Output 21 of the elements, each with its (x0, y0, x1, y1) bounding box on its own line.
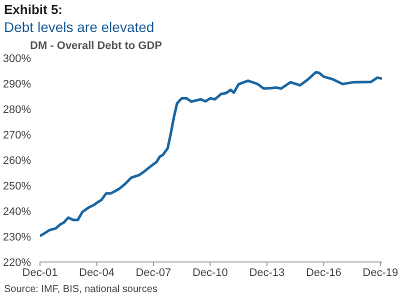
x-tick-label: Dec-04 (79, 266, 114, 279)
y-tick-label: 280% (2, 104, 32, 116)
y-tick-label: 260% (2, 154, 32, 167)
y-tick-label: 270% (2, 129, 32, 142)
y-tick-label: 300% (2, 52, 32, 65)
text: DM - Overall Debt to GDP (30, 40, 162, 52)
x-tick-label: Dec-16 (306, 266, 342, 279)
line-series (40, 70, 382, 238)
x-tick-label: Dec-19 (362, 266, 398, 279)
x-tick-label: Dec-07 (136, 266, 172, 279)
x-tick-label: Dec-10 (192, 266, 228, 279)
y-tick-label: 250% (2, 180, 32, 192)
chart-title: Exhibit 5: (4, 2, 63, 17)
y-tick-label: 220% (2, 256, 32, 269)
x-tick-label: Dec-01 (22, 266, 58, 279)
chart-subtitle: Debt levels are elevated (4, 19, 154, 35)
source-note: Source: IMF, BIS, national sources (4, 284, 158, 295)
y-tick-label: 230% (2, 231, 32, 244)
x-tick-label: Dec-13 (249, 266, 285, 279)
y-tick-label: 240% (2, 206, 32, 218)
y-tick-label: 290% (2, 78, 32, 90)
